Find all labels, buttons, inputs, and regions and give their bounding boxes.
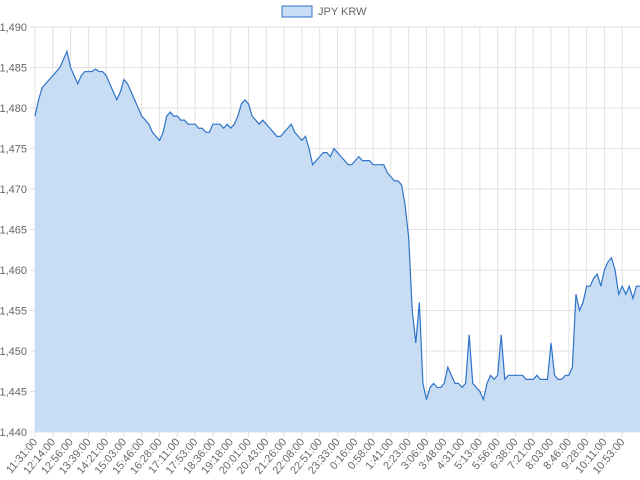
y-tick-label: 1,480 [0,103,27,115]
area-fill [35,51,640,433]
y-tick-label: 1,455 [0,306,27,318]
y-tick-label: 1,460 [0,265,27,277]
line [34,49,640,402]
y-tick-label: 1,440 [0,427,27,439]
y-tick-label: 1,465 [0,225,27,237]
legend-swatch [281,5,313,18]
y-tick-label: 1,445 [0,387,27,399]
y-tick-label: 1,470 [0,184,27,196]
legend-label: JPY KRW [318,6,367,18]
y-tick-label: 1,450 [0,346,27,358]
y-tick-label: 1,490 [0,22,27,34]
y-tick-label: 1,475 [0,144,27,156]
y-tick-label: 1,485 [0,63,27,75]
